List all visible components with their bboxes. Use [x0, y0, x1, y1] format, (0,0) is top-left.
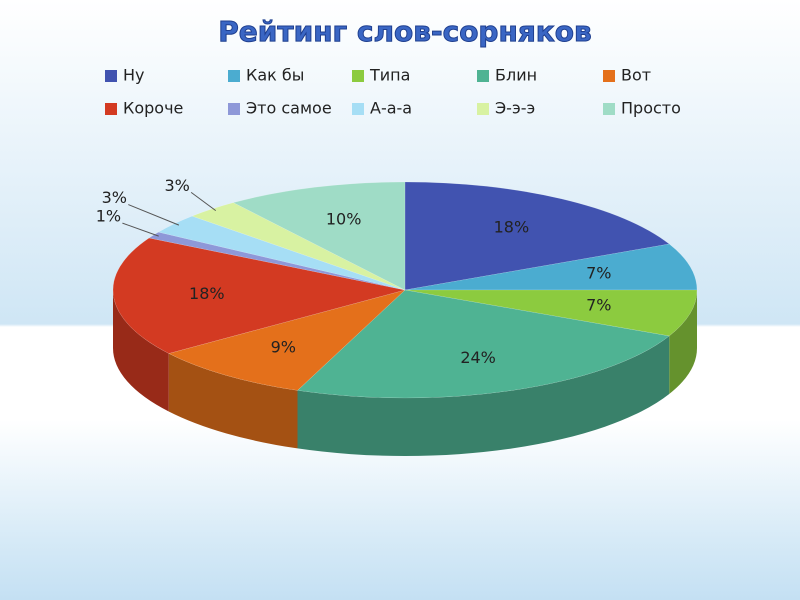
- data-label: 9%: [271, 338, 296, 357]
- slice-side: [669, 290, 697, 394]
- legend-label: Ну: [123, 66, 145, 85]
- data-labels: 18%7%7%24%9%18%1%3%3%10%: [96, 176, 612, 367]
- chart-title: Рейтинг слов-сорняков: [218, 15, 592, 48]
- slice-side: [168, 353, 298, 449]
- legend-label: Э-э-э: [495, 99, 535, 118]
- legend-label: Как бы: [246, 66, 304, 85]
- pie-tops: [112, 181, 698, 399]
- legend-swatch: [352, 70, 364, 82]
- leader-line: [190, 192, 217, 212]
- legend-swatch: [477, 103, 489, 115]
- slice: [157, 215, 406, 291]
- data-label: 7%: [586, 263, 611, 282]
- slice: [148, 231, 406, 291]
- slice: [404, 181, 670, 291]
- legend: Ну Как бы Типа Блин Вот Короче Это самое А-а-а Э…: [105, 66, 681, 118]
- legend-swatch: [352, 103, 364, 115]
- leader-line: [128, 204, 180, 226]
- slice: [191, 202, 406, 291]
- slice: [168, 289, 406, 391]
- slice: [404, 289, 698, 337]
- pie-sides: [113, 290, 697, 457]
- slice-side: [297, 335, 670, 457]
- legend-label: Короче: [123, 99, 183, 118]
- legend-swatch: [228, 70, 240, 82]
- legend-swatch: [603, 103, 615, 115]
- legend-swatch: [105, 70, 117, 82]
- data-label: 3%: [164, 176, 189, 195]
- data-label: 10%: [326, 210, 362, 229]
- legend-label: Вот: [621, 66, 651, 85]
- data-label: 1%: [96, 207, 121, 226]
- legend-label: Блин: [495, 66, 537, 85]
- slice: [296, 289, 670, 399]
- data-label: 3%: [102, 188, 127, 207]
- data-label: 18%: [494, 217, 530, 236]
- legend-label: Это самое: [246, 99, 332, 118]
- legend-swatch: [477, 70, 489, 82]
- legend-label: А-а-а: [370, 99, 412, 118]
- slice: [232, 181, 406, 291]
- legend-swatch: [105, 103, 117, 115]
- slice: [112, 237, 406, 354]
- leader-line: [122, 222, 159, 237]
- legend-label: Просто: [621, 99, 681, 118]
- legend-swatch: [228, 103, 240, 115]
- slice: [404, 243, 698, 291]
- data-label: 24%: [460, 348, 496, 367]
- data-label: 7%: [586, 296, 611, 315]
- legend-label: Типа: [369, 66, 410, 85]
- slice-side: [113, 290, 169, 412]
- legend-swatch: [603, 70, 615, 82]
- data-label: 18%: [189, 284, 225, 303]
